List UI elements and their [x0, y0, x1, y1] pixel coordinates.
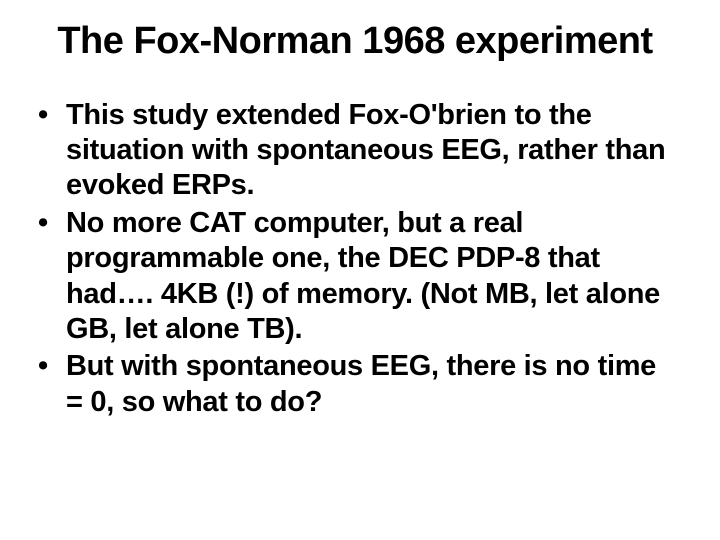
- slide-title: The Fox-Norman 1968 experiment: [30, 20, 680, 64]
- bullet-item: This study extended Fox-O'brien to the s…: [30, 98, 680, 204]
- bullet-item: No more CAT computer, but a real program…: [30, 206, 680, 348]
- bullet-item: But with spontaneous EEG, there is no ti…: [30, 349, 680, 420]
- bullet-list: This study extended Fox-O'brien to the s…: [30, 98, 680, 420]
